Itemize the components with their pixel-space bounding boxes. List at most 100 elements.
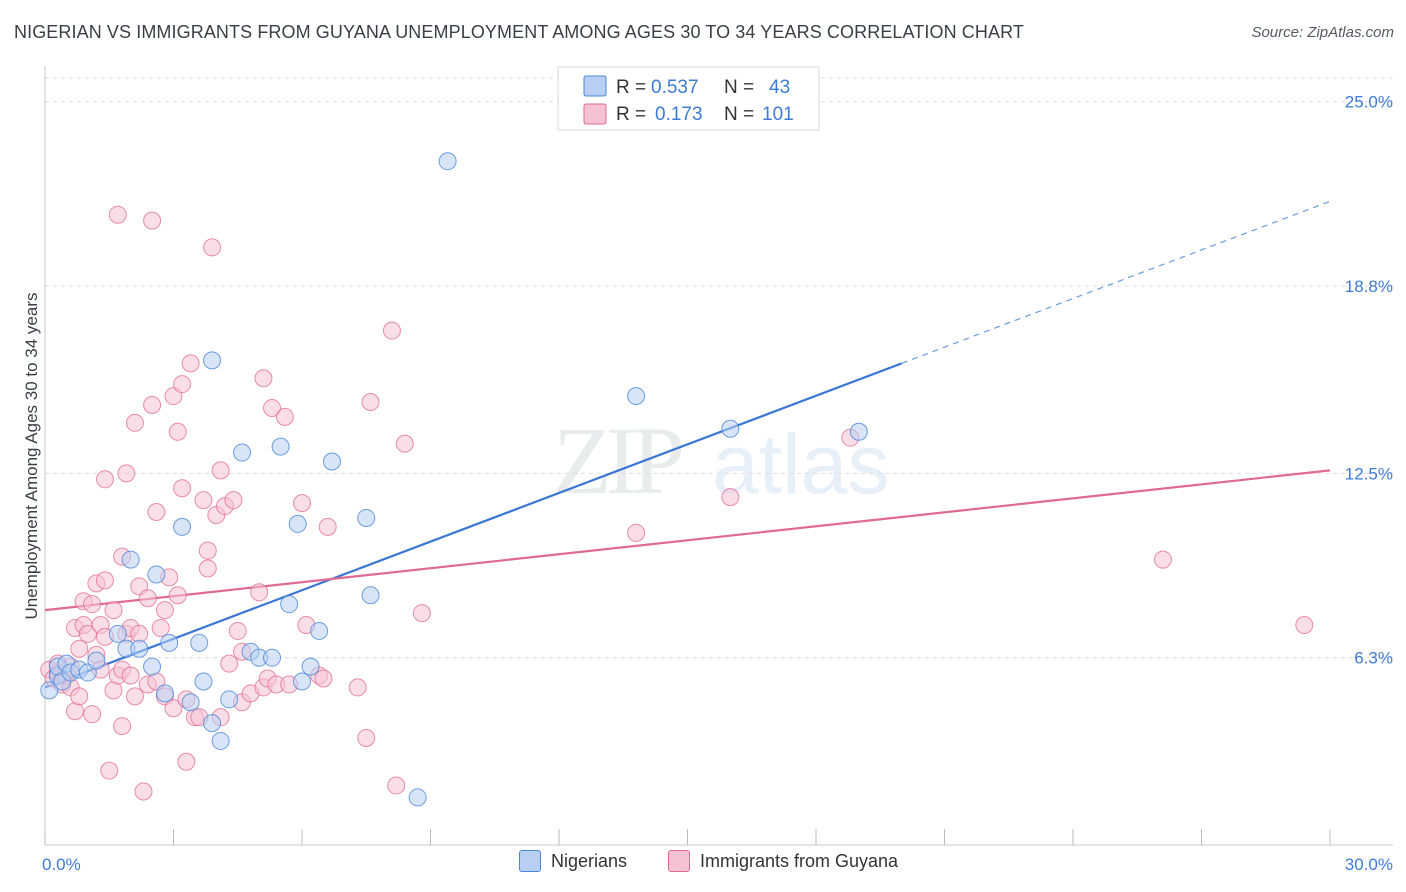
point-guyana-64 — [198, 541, 217, 560]
point-guyana-88 — [318, 517, 337, 536]
point-guyana-96 — [627, 523, 646, 542]
legend-r-value-1: 0.537 — [651, 77, 699, 98]
point-nigerians-28 — [263, 648, 282, 667]
point-guyana-89 — [348, 678, 367, 697]
point-nigerians-34 — [310, 621, 329, 640]
point-guyana-48 — [155, 601, 174, 620]
bottom-legend-swatch-nigerians — [519, 850, 541, 872]
point-guyana-90 — [357, 728, 376, 747]
point-nigerians-42 — [849, 422, 868, 441]
bottom-legend-nigerians: Nigerians — [519, 850, 627, 872]
point-nigerians-30 — [280, 595, 299, 614]
point-guyana-26 — [104, 681, 123, 700]
point-guyana-59 — [181, 354, 200, 373]
point-nigerians-41 — [721, 419, 740, 438]
trend-line-nigerians-extension — [901, 200, 1331, 364]
point-guyana-28 — [108, 205, 127, 224]
point-guyana-72 — [228, 621, 247, 640]
point-guyana-25 — [104, 601, 123, 620]
watermark: ZIP atlas — [553, 407, 889, 514]
bottom-legend-label-nigerians: Nigerians — [551, 850, 628, 871]
point-guyana-55 — [173, 375, 192, 394]
point-nigerians-33 — [301, 657, 320, 676]
gridlines — [45, 77, 1393, 659]
legend-r-label-2: R = — [616, 104, 646, 125]
trend-lines — [44, 200, 1331, 689]
point-guyana-15 — [83, 595, 102, 614]
point-nigerians-39 — [438, 152, 457, 171]
point-guyana-44 — [143, 211, 162, 230]
point-nigerians-31 — [288, 514, 307, 533]
point-guyana-82 — [275, 407, 294, 426]
legend-n-value-1: 43 — [769, 77, 790, 98]
point-nigerians-19 — [190, 633, 209, 652]
point-guyana-14 — [78, 624, 97, 643]
legend-r-value-2: 0.173 — [655, 104, 703, 125]
point-nigerians-38 — [408, 788, 427, 807]
y-tick-label-1: 12.5% — [1345, 464, 1393, 483]
point-nigerians-21 — [203, 714, 222, 733]
point-guyana-22 — [95, 571, 114, 590]
point-guyana-32 — [117, 464, 136, 483]
point-nigerians-29 — [271, 437, 290, 456]
bottom-legend-guyana: Immigrants from Guyana — [668, 850, 898, 872]
legend-r-label-1: R = — [616, 77, 646, 98]
point-guyana-71 — [224, 491, 243, 510]
point-guyana-41 — [138, 589, 157, 608]
point-guyana-47 — [151, 618, 170, 637]
point-guyana-35 — [121, 666, 140, 685]
point-nigerians-13 — [143, 657, 162, 676]
point-nigerians-37 — [361, 586, 380, 605]
point-guyana-68 — [211, 461, 230, 480]
source-label: Source: ZipAtlas.com — [1251, 24, 1394, 41]
point-nigerians-17 — [173, 517, 192, 536]
series-guyana-points — [40, 205, 1314, 801]
point-guyana-99 — [1153, 550, 1172, 569]
point-nigerians-36 — [357, 508, 376, 527]
point-guyana-45 — [147, 503, 166, 522]
point-guyana-40 — [134, 782, 153, 801]
point-guyana-76 — [250, 583, 269, 602]
point-guyana-56 — [173, 479, 192, 498]
point-nigerians-11 — [121, 550, 140, 569]
point-guyana-52 — [164, 699, 183, 718]
point-guyana-65 — [203, 238, 222, 257]
y-tick-label-2: 18.8% — [1345, 277, 1393, 296]
y-tick-label-0: 6.3% — [1354, 649, 1393, 668]
x-tick-label-min: 0.0% — [42, 855, 81, 874]
point-guyana-84 — [293, 494, 311, 513]
watermark-zip: ZIP — [553, 407, 682, 514]
point-guyana-8 — [65, 702, 84, 721]
point-guyana-54 — [168, 586, 187, 605]
legend-swatch-guyana — [583, 103, 607, 125]
bottom-legend-swatch-guyana — [668, 850, 690, 872]
point-nigerians-18 — [181, 693, 200, 712]
legend-n-label-2: N = — [724, 104, 754, 125]
point-nigerians-32 — [293, 672, 311, 691]
point-guyana-80 — [263, 398, 282, 417]
point-guyana-37 — [125, 413, 144, 432]
point-guyana-87 — [314, 669, 333, 688]
point-guyana-31 — [113, 717, 132, 736]
point-nigerians-8 — [87, 651, 106, 670]
bottom-legend-label-guyana: Immigrants from Guyana — [700, 850, 899, 871]
point-nigerians-25 — [233, 443, 252, 462]
y-tick-label-3: 25.0% — [1345, 93, 1393, 112]
point-nigerians-9 — [108, 624, 127, 643]
legend-n-value-2: 101 — [762, 104, 794, 125]
point-guyana-63 — [198, 559, 217, 578]
tick-labels: 6.3% 12.5% 18.8% 25.0% 0.0% 30.0% — [42, 93, 1393, 874]
point-nigerians-16 — [160, 633, 179, 652]
point-guyana-11 — [70, 639, 89, 658]
point-guyana-53 — [168, 422, 187, 441]
point-nigerians-0 — [40, 681, 59, 700]
point-nigerians-40 — [627, 387, 646, 406]
series-nigerians-points — [40, 152, 868, 807]
trend-line-guyana — [44, 469, 1331, 612]
point-guyana-94 — [395, 434, 414, 453]
point-guyana-43 — [143, 395, 162, 414]
point-guyana-57 — [177, 752, 196, 771]
legend-box: R = 0.537 N = 43 R = 0.173 N = 101 — [557, 66, 820, 131]
point-nigerians-22 — [203, 351, 222, 370]
